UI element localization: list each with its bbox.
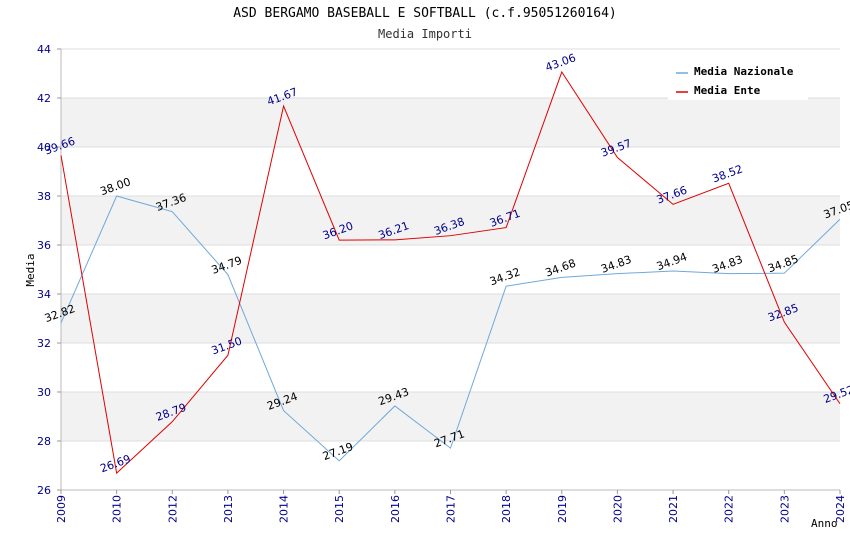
- x-tick-label: 2021: [667, 495, 680, 523]
- x-tick-label: 2022: [723, 495, 736, 523]
- y-tick-label: 44: [37, 43, 51, 56]
- x-tick-label: 2009: [55, 495, 68, 523]
- grid-band: [61, 196, 840, 245]
- data-label-media-nazionale: 34.83: [710, 253, 744, 276]
- x-axis-title: Anno: [811, 517, 838, 530]
- x-tick-label: 2019: [556, 495, 569, 523]
- x-tick-label: 2010: [111, 495, 124, 523]
- x-tick-label: 2015: [333, 495, 346, 523]
- data-label-media-nazionale: 34.83: [599, 253, 633, 276]
- y-tick-label: 34: [37, 288, 51, 301]
- y-axis-title: Media: [24, 253, 37, 286]
- legend-label-media-nazionale: Media Nazionale: [694, 65, 794, 78]
- y-tick-label: 38: [37, 190, 51, 203]
- grid-band: [61, 294, 840, 343]
- data-label-media-nazionale: 34.85: [766, 252, 800, 275]
- y-tick-label: 40: [37, 141, 51, 154]
- x-tick-label: 2023: [778, 495, 791, 523]
- x-tick-label: 2018: [500, 495, 513, 523]
- data-label-media-nazionale: 38.00: [98, 175, 132, 198]
- series-line-media-ente: [60, 70, 841, 475]
- x-tick-label: 2014: [278, 495, 291, 523]
- x-tick-label: 2016: [389, 495, 402, 523]
- x-tick-label: 2017: [445, 495, 458, 523]
- x-tick-labels: 2009 2010 2012 2013 2014 2015 2016 2017 2018 2019…: [55, 490, 847, 523]
- y-tick-label: 26: [37, 484, 51, 497]
- data-label-media-ente: 38.52: [710, 162, 744, 185]
- data-label-media-nazionale: 34.94: [655, 250, 689, 273]
- chart-subtitle: Media Importi: [378, 27, 472, 41]
- series-line-media-nazionale: [60, 195, 841, 462]
- y-tick-labels: 26 28 30 32 34 36 38 40 42 44: [37, 43, 61, 497]
- y-tick-label: 30: [37, 386, 51, 399]
- y-tick-label: 42: [37, 92, 51, 105]
- y-tick-label: 36: [37, 239, 51, 252]
- chart-title: ASD BERGAMO BASEBALL E SOFTBALL (c.f.950…: [233, 6, 617, 21]
- data-label-media-ente: 39.66: [43, 135, 77, 158]
- legend-label-media-ente: Media Ente: [694, 84, 761, 97]
- data-label-media-ente: 26.69: [98, 452, 132, 475]
- legend-box: [668, 58, 808, 100]
- data-label-media-ente: 43.06: [544, 51, 578, 74]
- data-label-media-nazionale: 34.68: [544, 257, 578, 280]
- grid-band: [61, 98, 840, 147]
- x-tick-label: 2012: [166, 495, 179, 523]
- grid-bands: [61, 98, 840, 441]
- series-lines: [60, 70, 841, 475]
- x-tick-label: 2024: [834, 495, 847, 523]
- y-tick-label: 28: [37, 435, 51, 448]
- y-tick-label: 32: [37, 337, 51, 350]
- x-tick-label: 2020: [611, 495, 624, 523]
- x-tick-label: 2013: [222, 495, 235, 523]
- grid-lines: [61, 48, 840, 491]
- legend: Media Nazionale Media Ente: [668, 58, 808, 100]
